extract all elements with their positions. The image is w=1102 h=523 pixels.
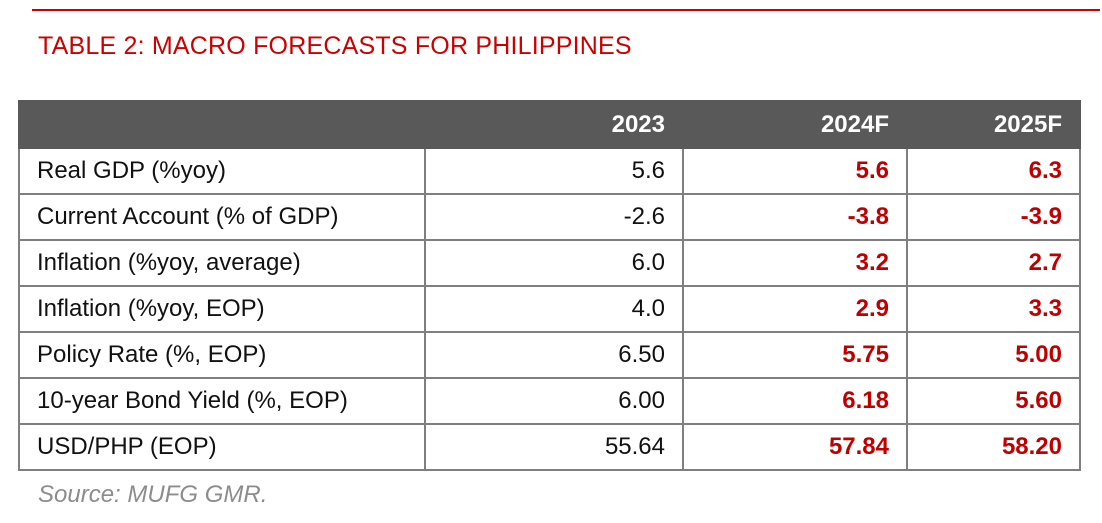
table-row: Policy Rate (%, EOP) 6.50 5.75 5.00	[18, 331, 1081, 379]
value-2025f: -3.9	[906, 193, 1081, 241]
value-2023: 4.0	[424, 285, 684, 333]
table-row: Current Account (% of GDP) -2.6 -3.8 -3.…	[18, 193, 1081, 241]
table-row: USD/PHP (EOP) 55.64 57.84 58.20	[18, 423, 1081, 471]
value-2024f: 3.2	[682, 239, 908, 287]
value-2025f: 3.3	[906, 285, 1081, 333]
table-row: 10-year Bond Yield (%, EOP) 6.00 6.18 5.…	[18, 377, 1081, 425]
value-2024f: 2.9	[682, 285, 908, 333]
header-2024f: 2024F	[682, 100, 908, 149]
value-2023: -2.6	[424, 193, 684, 241]
row-label-current-account: Current Account (% of GDP)	[18, 193, 426, 241]
source-note: Source: MUFG GMR.	[38, 481, 268, 508]
header-row: 2023 2024F 2025F	[18, 100, 1081, 149]
table-title: TABLE 2: MACRO FORECASTS FOR PHILIPPINES	[38, 32, 632, 60]
value-2023: 6.0	[424, 239, 684, 287]
table-row: Inflation (%yoy, average) 6.0 3.2 2.7	[18, 239, 1081, 287]
value-2025f: 58.20	[906, 423, 1081, 471]
value-2024f: 57.84	[682, 423, 908, 471]
value-2025f: 6.3	[906, 147, 1081, 195]
value-2024f: -3.8	[682, 193, 908, 241]
header-2025f: 2025F	[906, 100, 1081, 149]
value-2024f: 5.75	[682, 331, 908, 379]
row-label-policy-rate: Policy Rate (%, EOP)	[18, 331, 426, 379]
row-label-inflation-average: Inflation (%yoy, average)	[18, 239, 426, 287]
header-2023: 2023	[424, 100, 684, 149]
value-2023: 5.6	[424, 147, 684, 195]
row-label-real-gdp: Real GDP (%yoy)	[18, 147, 426, 195]
value-2024f: 5.6	[682, 147, 908, 195]
value-2023: 6.50	[424, 331, 684, 379]
top-divider-rule	[32, 9, 1100, 11]
value-2023: 6.00	[424, 377, 684, 425]
row-label-bond-yield: 10-year Bond Yield (%, EOP)	[18, 377, 426, 425]
table-row: Real GDP (%yoy) 5.6 5.6 6.3	[18, 147, 1081, 195]
table-body: Real GDP (%yoy) 5.6 5.6 6.3 Current Acco…	[18, 147, 1081, 471]
row-label-inflation-eop: Inflation (%yoy, EOP)	[18, 285, 426, 333]
table-row: Inflation (%yoy, EOP) 4.0 2.9 3.3	[18, 285, 1081, 333]
table-header: 2023 2024F 2025F	[18, 100, 1081, 149]
value-2023: 55.64	[424, 423, 684, 471]
value-2025f: 2.7	[906, 239, 1081, 287]
value-2025f: 5.60	[906, 377, 1081, 425]
value-2024f: 6.18	[682, 377, 908, 425]
macro-forecast-table: 2023 2024F 2025F Real GDP (%yoy) 5.6 5.6…	[18, 100, 1081, 471]
header-label-cell	[18, 100, 426, 149]
row-label-usd-php: USD/PHP (EOP)	[18, 423, 426, 471]
value-2025f: 5.00	[906, 331, 1081, 379]
